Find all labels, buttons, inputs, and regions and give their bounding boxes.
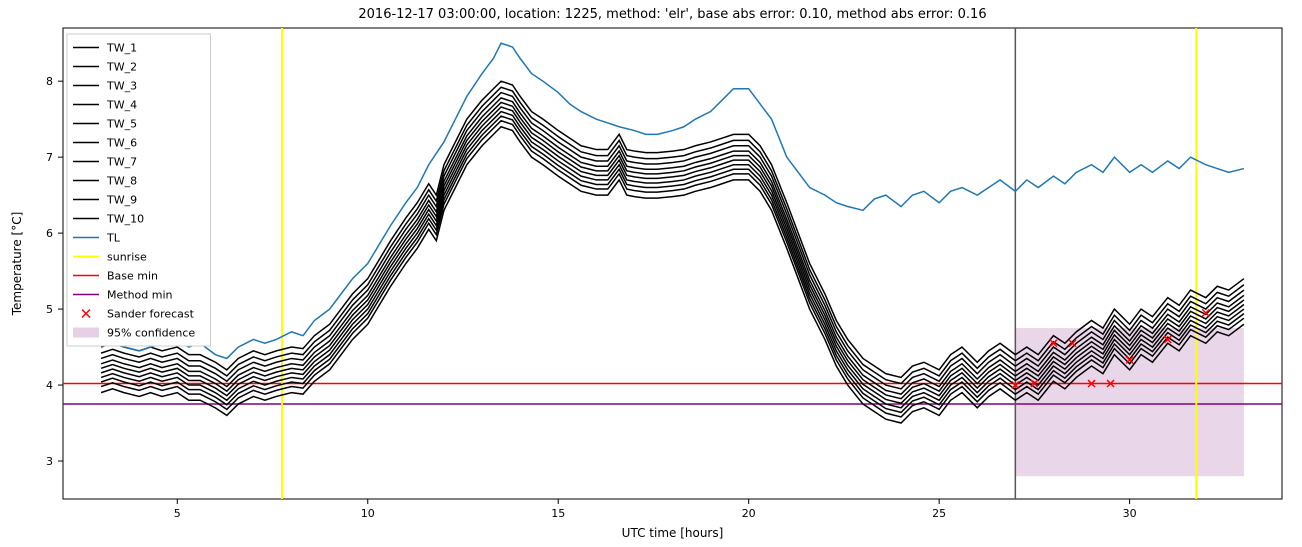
legend: TW_1 TW_2 TW_3 TW_4 TW_5 TW_6 TW_7 TW_8 TW_9 TW_1… [67,34,211,346]
legend-label: Sander forecast [107,308,195,321]
svg-text:7: 7 [46,151,53,164]
x-axis-label: UTC time [hours] [622,526,724,540]
legend-label: TW_9 [106,194,137,207]
legend-label: Method min [107,289,173,302]
chart-container: 2016-12-17 03:00:00, location: 1225, met… [0,0,1302,547]
temperature-chart: 2016-12-17 03:00:00, location: 1225, met… [0,0,1302,547]
legend-label: TW_6 [106,137,137,150]
legend-label: TL [106,232,121,245]
svg-text:10: 10 [361,507,375,520]
svg-text:6: 6 [46,227,53,240]
legend-label: Base min [107,270,158,283]
svg-text:3: 3 [46,455,53,468]
svg-text:5: 5 [174,507,181,520]
svg-text:15: 15 [551,507,565,520]
svg-text:4: 4 [46,379,53,392]
svg-text:8: 8 [46,75,53,88]
legend-label: TW_4 [106,99,137,112]
legend-label: TW_10 [106,213,144,226]
svg-text:30: 30 [1123,507,1137,520]
legend-label: TW_1 [106,42,137,55]
chart-title: 2016-12-17 03:00:00, location: 1225, met… [358,7,986,22]
legend-label: TW_7 [106,156,137,169]
legend-label: TW_5 [106,118,137,131]
legend-label: TW_3 [106,80,137,93]
legend-label: sunrise [107,251,147,264]
y-axis-label: Temperature [°C] [10,212,24,317]
legend-label: 95% confidence [107,327,195,340]
svg-text:25: 25 [932,507,946,520]
svg-text:5: 5 [46,303,53,316]
legend-label: TW_2 [106,61,137,74]
svg-text:20: 20 [742,507,756,520]
legend-label: TW_8 [106,175,137,188]
